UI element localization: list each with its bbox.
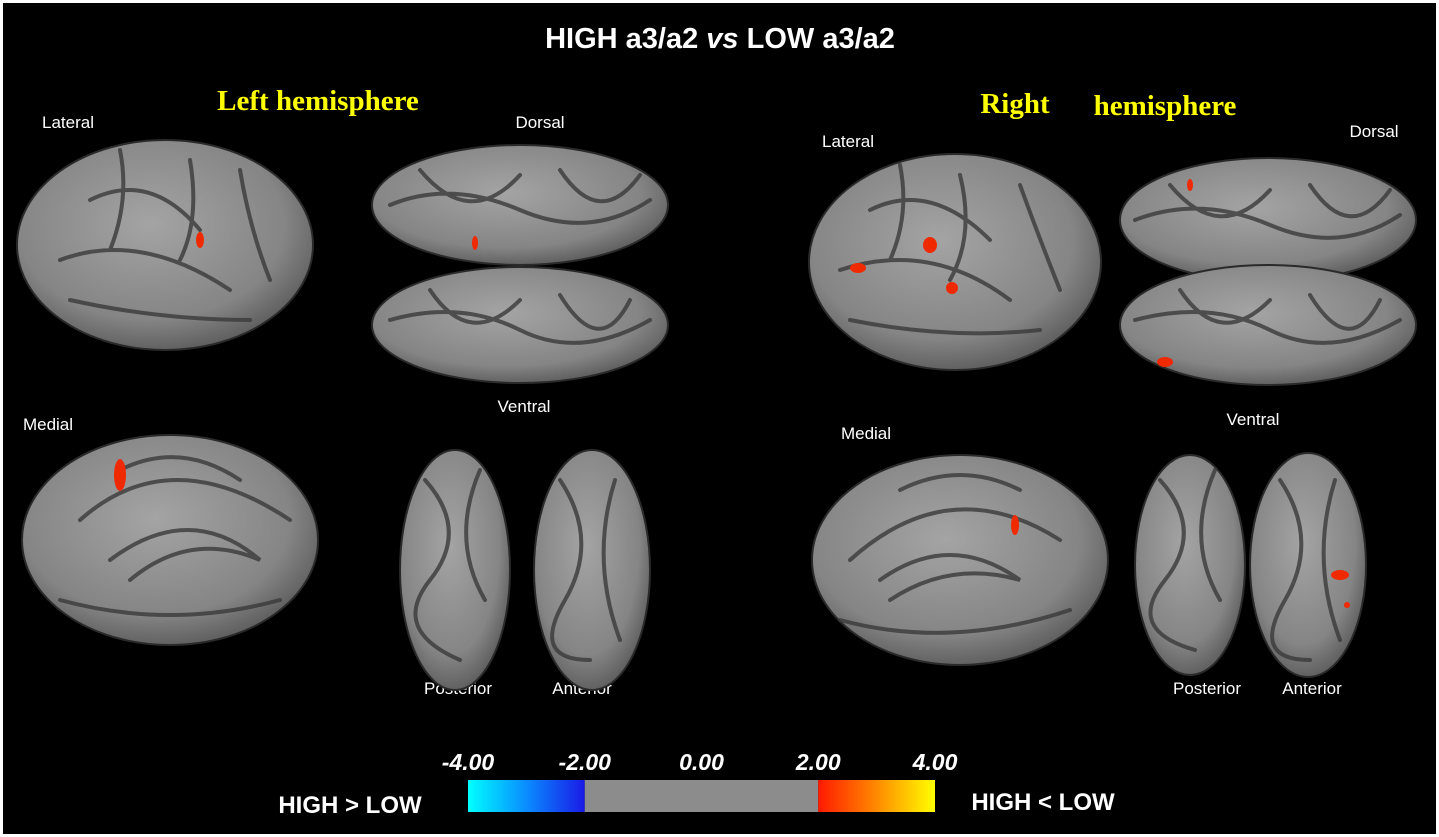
colorbar-positive bbox=[818, 780, 935, 812]
colorbar-right-label: HIGH < LOW bbox=[971, 789, 1115, 816]
view-label: Posterior bbox=[1173, 679, 1241, 698]
title-part: HIGH a3/a2 bbox=[545, 23, 698, 55]
colorbar-negative bbox=[468, 780, 585, 812]
colorbar-tick-label: 0.00 bbox=[679, 749, 724, 775]
view-label: Ventral bbox=[498, 397, 551, 416]
view-label: Anterior bbox=[1282, 679, 1342, 698]
heading: Left hemisphere bbox=[217, 85, 419, 117]
colorbar-tick-label: -2.00 bbox=[559, 749, 612, 775]
heading: Right bbox=[980, 88, 1050, 120]
colorbar-tick-label: -4.00 bbox=[442, 749, 495, 775]
title-part: vs bbox=[706, 23, 738, 55]
brain-right bbox=[808, 153, 1417, 678]
colorbar-tick-label: 2.00 bbox=[795, 749, 841, 775]
background bbox=[3, 3, 1436, 834]
heading: hemisphere bbox=[1094, 90, 1237, 122]
view-label: Lateral bbox=[822, 132, 874, 151]
title: HIGH a3/a2 vs LOW a3/a2 bbox=[545, 23, 895, 55]
colorbar-neutral bbox=[584, 780, 819, 812]
colorbar-left-label: HIGH > LOW bbox=[278, 792, 422, 819]
colorbar: -4.00 -2.00 0.00 2.00 4.00 bbox=[442, 749, 958, 812]
colorbar-tick-label: 4.00 bbox=[912, 749, 958, 775]
title-part: LOW a3/a2 bbox=[747, 23, 895, 55]
brain-left bbox=[16, 139, 669, 691]
view-label: Dorsal bbox=[515, 113, 564, 132]
view-label: Ventral bbox=[1227, 410, 1280, 429]
view-label: Dorsal bbox=[1349, 122, 1398, 141]
view-label: Medial bbox=[23, 415, 73, 434]
view-label: Medial bbox=[841, 424, 891, 443]
view-label: Lateral bbox=[42, 113, 94, 132]
